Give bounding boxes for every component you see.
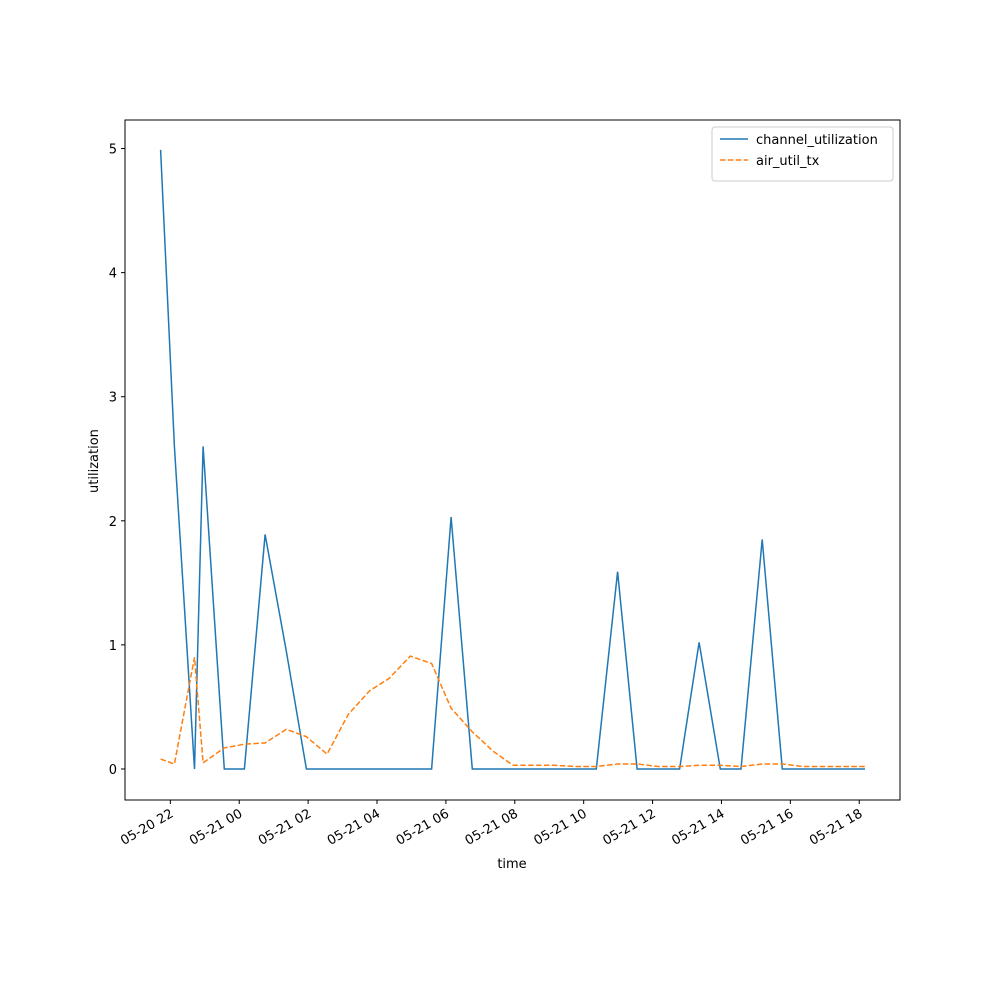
x-tick-label: 05-21 10 bbox=[532, 806, 590, 848]
x-tick-label: 05-21 18 bbox=[807, 806, 865, 848]
y-tick-label: 0 bbox=[109, 763, 117, 778]
x-axis-label: time bbox=[497, 857, 526, 872]
legend-label: channel_utilization bbox=[756, 133, 878, 148]
y-tick-label: 4 bbox=[109, 267, 117, 282]
series-line bbox=[160, 655, 865, 768]
x-tick-label: 05-21 06 bbox=[394, 806, 452, 848]
x-tick-label: 05-20 22 bbox=[118, 806, 176, 848]
y-tick-label: 5 bbox=[109, 143, 117, 158]
y-axis-label: utilization bbox=[87, 429, 102, 493]
y-tick-label: 3 bbox=[109, 391, 117, 406]
x-tick-label: 05-21 12 bbox=[600, 806, 658, 848]
x-tick-label: 05-21 14 bbox=[669, 806, 727, 848]
x-tick-label: 05-21 16 bbox=[738, 806, 796, 848]
y-tick-label: 2 bbox=[109, 515, 117, 530]
legend-label: air_util_tx bbox=[756, 154, 820, 169]
plot-frame bbox=[124, 119, 901, 801]
x-tick-label: 05-21 00 bbox=[187, 806, 245, 848]
x-tick-label: 05-21 08 bbox=[463, 806, 521, 848]
x-tick-label: 05-21 02 bbox=[256, 806, 314, 848]
x-tick-label: 05-21 04 bbox=[325, 806, 383, 848]
series-line bbox=[159, 149, 865, 770]
legend-box bbox=[711, 126, 894, 182]
y-tick-label: 1 bbox=[109, 639, 117, 654]
